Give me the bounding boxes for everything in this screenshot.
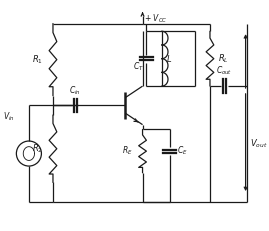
Text: $+\ V_{CC}$: $+\ V_{CC}$	[144, 13, 168, 25]
Text: $V_{out}$: $V_{out}$	[250, 138, 268, 150]
Text: $R_L$: $R_L$	[218, 52, 228, 65]
Text: $L$: $L$	[166, 53, 172, 64]
Text: $C_{out}$: $C_{out}$	[216, 65, 232, 77]
Text: $C_T$: $C_T$	[133, 61, 143, 73]
Text: $R_E$: $R_E$	[122, 145, 133, 157]
Text: $C_{in}$: $C_{in}$	[69, 84, 81, 97]
Text: $R_2$: $R_2$	[32, 143, 43, 155]
Text: $R_1$: $R_1$	[32, 53, 43, 66]
Text: $V_{in}$: $V_{in}$	[3, 111, 15, 123]
Text: $C_E$: $C_E$	[177, 145, 188, 157]
